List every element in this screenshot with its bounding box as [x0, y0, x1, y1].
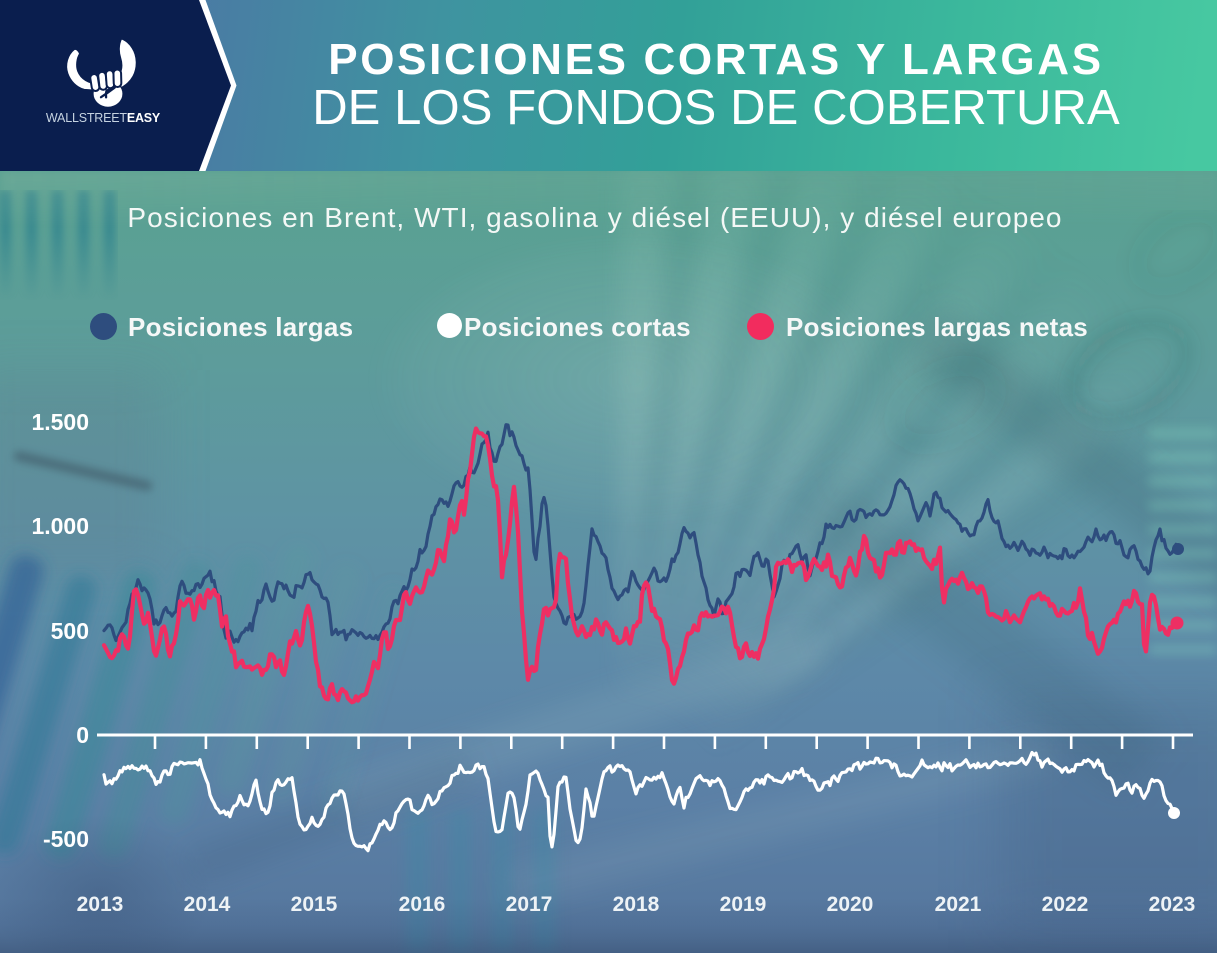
svg-text:0: 0 — [76, 722, 89, 748]
svg-text:2017: 2017 — [506, 893, 553, 916]
svg-text:1.500: 1.500 — [31, 409, 89, 435]
svg-text:2022: 2022 — [1042, 893, 1089, 916]
svg-text:1.000: 1.000 — [31, 513, 89, 539]
svg-text:2018: 2018 — [613, 893, 660, 916]
svg-text:2021: 2021 — [935, 893, 982, 916]
svg-text:2013: 2013 — [77, 893, 124, 916]
svg-text:2015: 2015 — [291, 893, 338, 916]
svg-text:500: 500 — [51, 618, 89, 644]
svg-text:2020: 2020 — [827, 893, 874, 916]
svg-text:2023: 2023 — [1149, 893, 1196, 916]
svg-text:2014: 2014 — [184, 893, 231, 916]
svg-text:2016: 2016 — [399, 893, 446, 916]
svg-text:2019: 2019 — [720, 893, 767, 916]
svg-text:-500: -500 — [43, 826, 89, 852]
